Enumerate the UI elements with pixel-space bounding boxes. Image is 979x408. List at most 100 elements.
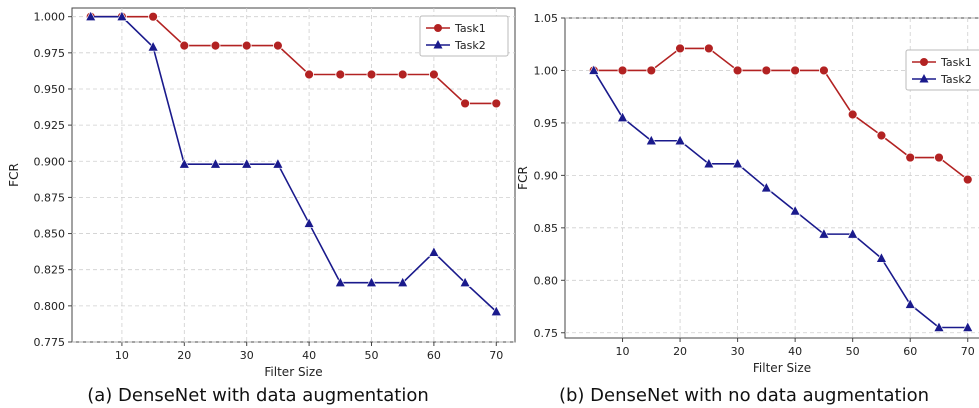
data-point-task1-a xyxy=(428,69,439,80)
y-axis-label-a: FCR xyxy=(7,163,21,187)
data-point-task1-b xyxy=(617,65,628,76)
legend-label-task1-a: Task1 xyxy=(454,22,486,35)
data-point-task2-b xyxy=(645,134,657,146)
y-tick-label-b: 0.80 xyxy=(534,274,559,287)
data-point-task2-a xyxy=(178,158,190,169)
x-tick-label-b: 40 xyxy=(788,345,802,358)
legend-box-a xyxy=(419,15,509,57)
data-point-task1-a xyxy=(179,40,190,51)
series-line-task2-a xyxy=(90,15,497,313)
data-point-task1-b xyxy=(962,174,973,185)
y-tick-label-a: 0.850 xyxy=(34,228,66,241)
series-line-task2-b xyxy=(593,70,968,329)
legend-marker-task2-a xyxy=(433,40,443,49)
data-point-task2-b xyxy=(875,252,887,263)
data-point-task1-a xyxy=(304,69,314,80)
legend-marker-task1-a xyxy=(434,24,442,32)
x-tick-label-b: 60 xyxy=(903,345,917,358)
data-point-task2-b xyxy=(732,157,744,169)
data-point-task2-a xyxy=(428,246,440,257)
data-point-task2-b xyxy=(962,321,974,332)
x-tick-label-b: 30 xyxy=(731,345,745,358)
data-point-task1-b xyxy=(934,152,944,163)
series-line-task1-b xyxy=(593,47,969,181)
y-tick-label-a: 0.825 xyxy=(34,264,66,277)
chart-panel-a: Filter Size FCR (a) DenseNet with data a… xyxy=(7,7,516,406)
y-tick-label-a: 0.875 xyxy=(34,191,66,204)
data-point-task2-b xyxy=(674,134,686,146)
x-tick-label-b: 50 xyxy=(846,345,860,358)
legend-marker-task1-b xyxy=(920,58,928,66)
y-tick-label-a: 0.900 xyxy=(34,155,66,168)
data-point-task2-a xyxy=(272,158,284,169)
data-point-task1-b xyxy=(819,65,829,76)
x-tick-label-b: 70 xyxy=(961,345,975,358)
y-axis-label-b: FCR xyxy=(516,166,530,190)
legend-label-task2-a: Task2 xyxy=(454,39,486,52)
y-tick-label-a: 0.800 xyxy=(34,300,66,313)
y-tick-label-a: 1.000 xyxy=(34,11,66,24)
data-point-task1-b xyxy=(847,109,858,120)
data-point-task2-a xyxy=(147,40,159,52)
y-tick-label-b: 0.90 xyxy=(534,169,559,182)
data-point-task2-b xyxy=(617,111,629,122)
data-point-task1-a xyxy=(397,69,408,80)
data-point-task1-a xyxy=(241,40,252,51)
data-point-task1-b xyxy=(646,65,657,76)
x-tick-label-b: 10 xyxy=(616,345,630,358)
data-point-task2-a xyxy=(116,10,128,21)
plot-frame-a xyxy=(71,7,516,343)
data-point-task2-a xyxy=(241,158,253,169)
data-point-task2-a xyxy=(459,276,471,288)
legend-marker-task2-b xyxy=(919,74,929,83)
data-point-task1-a xyxy=(273,40,283,51)
data-point-task2-b xyxy=(847,227,859,239)
y-tick-label-b: 0.95 xyxy=(534,117,559,130)
data-point-task1-b xyxy=(761,65,772,76)
data-point-task1-b xyxy=(732,65,743,76)
data-point-task2-a xyxy=(303,217,315,228)
legend-label-task2-b: Task2 xyxy=(940,73,972,86)
legend-a: Task1 Task2 xyxy=(419,15,509,57)
x-axis-label-b: Filter Size xyxy=(753,361,811,375)
data-point-task1-b xyxy=(790,65,801,76)
data-point-task1-a xyxy=(491,98,502,109)
x-tick-label-b: 20 xyxy=(673,345,687,358)
data-point-task2-a xyxy=(210,158,222,169)
data-point-task2-b xyxy=(588,64,600,75)
x-axis-label-a: Filter Size xyxy=(264,365,322,379)
x-tick-label-a: 60 xyxy=(427,349,441,362)
data-point-task2-a xyxy=(397,276,409,288)
y-tick-label-b: 1.00 xyxy=(534,64,559,77)
data-point-task1-a xyxy=(148,11,159,22)
y-tick-label-b: 0.75 xyxy=(534,327,559,340)
data-point-task2-b xyxy=(789,204,801,216)
data-point-task2-b xyxy=(818,227,830,239)
x-tick-label-a: 50 xyxy=(364,349,378,362)
x-tick-label-a: 40 xyxy=(302,349,316,362)
caption-b: (b) DenseNet with no data augmentation xyxy=(559,385,929,406)
data-point-task1-a xyxy=(210,40,221,51)
data-point-task2-b xyxy=(904,298,916,309)
y-tick-label-b: 1.05 xyxy=(534,12,559,25)
data-point-task2-a xyxy=(365,276,377,288)
data-point-task1-a xyxy=(335,69,346,80)
data-point-task2-b xyxy=(760,181,772,193)
data-point-task2-a xyxy=(85,10,97,21)
x-tick-label-a: 20 xyxy=(177,349,191,362)
data-point-task2-a xyxy=(334,276,346,288)
legend-label-task1-b: Task1 xyxy=(940,56,972,69)
data-point-task2-b xyxy=(703,157,715,169)
x-tick-label-a: 30 xyxy=(240,349,254,362)
y-tick-label-a: 0.925 xyxy=(34,119,66,132)
series-line-task1-a xyxy=(90,15,497,105)
y-tick-label-a: 0.775 xyxy=(34,336,66,349)
data-point-task1-b xyxy=(675,43,685,54)
data-point-task1-b xyxy=(703,43,714,54)
y-tick-label-a: 0.975 xyxy=(34,47,66,60)
data-point-task2-b xyxy=(933,321,945,332)
data-point-task1-a xyxy=(460,98,470,109)
data-point-task1-b xyxy=(905,152,916,163)
y-tick-label-b: 0.85 xyxy=(534,222,559,235)
